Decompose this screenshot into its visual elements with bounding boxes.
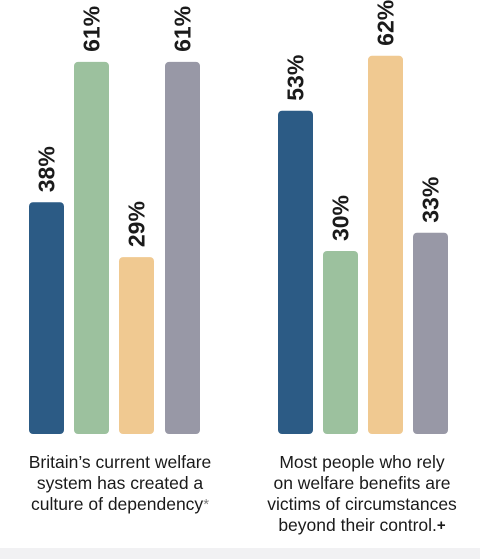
footer-band	[0, 548, 480, 559]
right-bar-1	[278, 110, 313, 434]
left-bar-2	[74, 61, 109, 435]
left-chart-caption: Britain’s current welfare system has cre…	[0, 452, 240, 515]
right-caption-line-2: on welfare benefits are	[273, 473, 451, 493]
right-bar-3	[368, 55, 403, 435]
left-caption-line-2: system has created a	[36, 473, 204, 493]
right-bar-2-value-label: 30%	[328, 195, 354, 241]
left-caption-line-1: Britain’s current welfare	[28, 452, 212, 472]
left-bar-3-value-label: 29%	[124, 201, 150, 247]
left-bar-4-value-label: 61%	[170, 6, 196, 52]
right-caption-line-4: beyond their control.+	[242, 515, 480, 536]
left-bar-1-value-label: 38%	[34, 146, 60, 192]
right-caption-line-4-text: beyond their control.	[278, 515, 437, 535]
right-bar-4	[413, 232, 448, 434]
footnote-plus: +	[436, 517, 446, 534]
right-bar-2	[323, 251, 358, 434]
left-bar-4	[165, 61, 200, 435]
left-bar-3	[119, 257, 154, 434]
left-bar-2-value-label: 61%	[79, 6, 105, 52]
right-bar-3-value-label: 62%	[373, 0, 399, 46]
left-caption-line-3: culture of dependency*	[0, 494, 240, 515]
footnote-asterisk: *	[203, 496, 210, 513]
right-bar-4-value-label: 33%	[418, 177, 444, 223]
right-caption-line-1: Most people who rely	[279, 452, 445, 472]
right-caption-line-3: victims of circumstances	[267, 494, 457, 514]
right-bar-1-value-label: 53%	[283, 55, 309, 101]
left-caption-line-3-text: culture of dependency	[30, 494, 204, 514]
left-bar-1	[29, 202, 64, 434]
right-chart-caption: Most people who rely on welfare benefits…	[242, 452, 480, 536]
